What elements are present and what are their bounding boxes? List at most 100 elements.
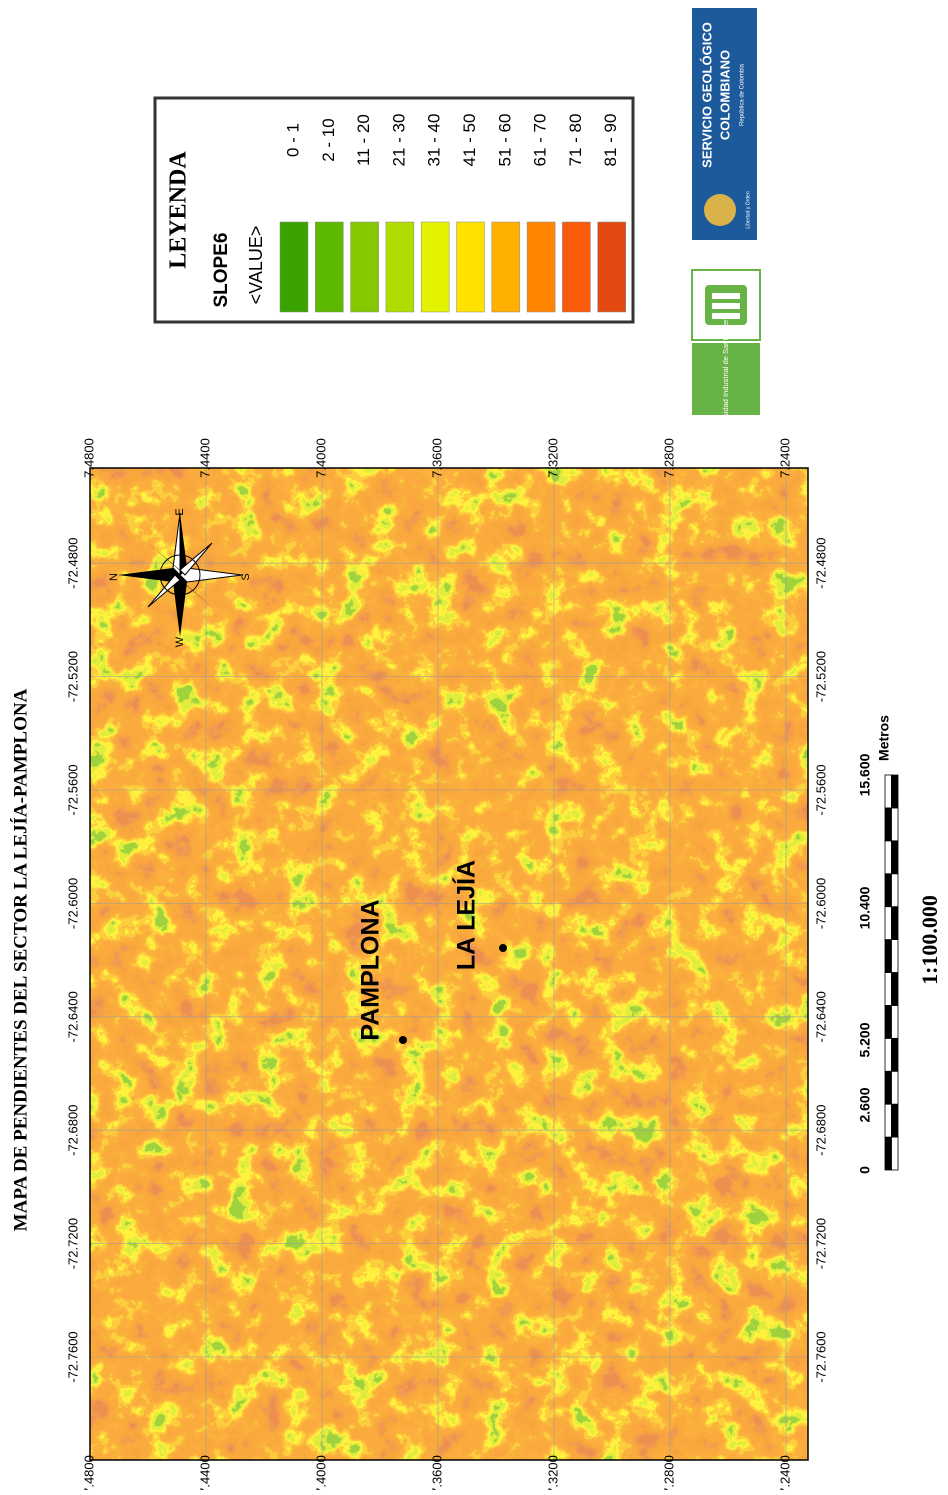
scale-label: 15.600 bbox=[857, 753, 873, 796]
compass-label: W bbox=[174, 636, 186, 647]
scale-segment bbox=[884, 1005, 892, 1039]
scale-segment bbox=[891, 1037, 899, 1072]
scale-label: 5.200 bbox=[857, 1022, 873, 1057]
scale-segment bbox=[884, 873, 892, 908]
longitude-label: -72.7600 bbox=[813, 1331, 828, 1382]
scale-segment bbox=[891, 774, 899, 809]
latitude-label: 7.3600 bbox=[429, 1455, 444, 1490]
compass-label: N bbox=[108, 573, 120, 581]
place-label: LA LEJÍA bbox=[452, 860, 481, 970]
scale-segment bbox=[884, 906, 892, 940]
legend-swatch bbox=[420, 221, 450, 313]
legend-label: 21 - 30 bbox=[389, 114, 408, 167]
longitude-label: -72.5200 bbox=[65, 651, 80, 702]
place-label: PAMPLONA bbox=[357, 899, 385, 1040]
scale-segment bbox=[891, 1070, 899, 1105]
slope-raster bbox=[90, 468, 808, 1460]
scale-segment bbox=[891, 972, 899, 1006]
place-dot bbox=[399, 1036, 407, 1044]
legend-swatch bbox=[350, 221, 379, 313]
longitude-label: -72.6800 bbox=[813, 1105, 828, 1156]
logo-text: República de Colombia bbox=[740, 63, 746, 126]
legend-swatch bbox=[526, 221, 556, 313]
legend-label: 2 - 10 bbox=[319, 118, 338, 161]
latitude-label: 7.4400 bbox=[197, 438, 212, 478]
legend-swatch bbox=[279, 221, 309, 313]
longitude-label: -72.6400 bbox=[65, 991, 80, 1042]
legend-swatch bbox=[491, 221, 521, 313]
latitude-label: 7.2800 bbox=[661, 1455, 676, 1490]
longitude-label: -72.6000 bbox=[65, 878, 80, 929]
logo-text: COLOMBIANO bbox=[717, 50, 732, 140]
latitude-label: 7.4800 bbox=[81, 1455, 96, 1490]
legend-layer: SLOPE6 bbox=[211, 233, 232, 308]
scale-segment bbox=[891, 807, 899, 842]
map: PAMPLONA LA LEJÍA N S E W -72.7600 -72.76… bbox=[65, 438, 828, 1495]
scale-segment bbox=[884, 1070, 892, 1105]
longitude-label: -72.5200 bbox=[813, 651, 828, 702]
longitude-label: -72.7200 bbox=[65, 1218, 80, 1269]
longitude-label: -72.5600 bbox=[65, 764, 80, 815]
latitude-label: 7.3200 bbox=[545, 438, 560, 478]
legend-label: 51 - 60 bbox=[495, 114, 514, 167]
legend-title: LEYENDA bbox=[166, 151, 192, 269]
legend-swatch bbox=[315, 221, 344, 313]
latitude-label: 7.4400 bbox=[197, 1455, 212, 1490]
compass-label: S bbox=[240, 573, 252, 580]
longitude-label: -72.5600 bbox=[813, 764, 828, 815]
scale-segment bbox=[891, 873, 899, 908]
compass-label: E bbox=[174, 508, 186, 515]
latitude-label: 7.2400 bbox=[777, 438, 792, 478]
map-frame bbox=[89, 467, 809, 1461]
scale-label: 0 bbox=[857, 1166, 873, 1174]
latitude-label: 7.3200 bbox=[545, 1455, 560, 1490]
scale-segment bbox=[884, 774, 892, 809]
scale-bar: Metros 1:100.000 0 2.600 5.200 10.400 15.600 bbox=[857, 715, 942, 1174]
legend-label: 81 - 90 bbox=[601, 114, 620, 167]
scale-segment bbox=[884, 840, 892, 875]
longitude-label: -72.4800 bbox=[65, 538, 80, 589]
scale-segment bbox=[891, 1136, 899, 1171]
longitude-label: -72.6400 bbox=[813, 991, 828, 1042]
scale-segment bbox=[891, 840, 899, 875]
scale-segment bbox=[891, 1005, 899, 1039]
latitude-label: 7.3600 bbox=[429, 438, 444, 478]
legend-label: 11 - 20 bbox=[354, 114, 373, 166]
logo-text: Universidad Industrial de Santander bbox=[721, 319, 730, 439]
longitude-label: -72.7600 bbox=[65, 1331, 80, 1382]
longitude-label: -72.7200 bbox=[813, 1218, 828, 1269]
scale-segment bbox=[891, 939, 899, 973]
legend-label: 41 - 50 bbox=[460, 114, 479, 167]
legend-swatch bbox=[385, 221, 415, 313]
logo-uis: Universidad Industrial de Santander bbox=[691, 269, 761, 439]
latitude-label: 7.4000 bbox=[313, 438, 328, 478]
scale-ratio: 1:100.000 bbox=[917, 895, 942, 985]
legend-swatch bbox=[562, 221, 591, 313]
latitude-label: 7.2400 bbox=[777, 1455, 792, 1490]
scale-segment bbox=[884, 939, 892, 973]
compass-rose bbox=[118, 512, 243, 637]
legend-field: <VALUE> bbox=[246, 226, 266, 305]
scale-label: 2.600 bbox=[857, 1087, 873, 1122]
longitude-label: -72.6800 bbox=[65, 1105, 80, 1156]
scale-segment bbox=[884, 1136, 892, 1171]
longitude-label: -72.4800 bbox=[813, 538, 828, 589]
scale-segment bbox=[891, 906, 899, 940]
legend-swatch bbox=[597, 221, 626, 313]
latitude-label: 7.4800 bbox=[81, 438, 96, 478]
latitude-label: 7.2800 bbox=[661, 438, 676, 478]
latitude-label: 7.4000 bbox=[313, 1455, 328, 1490]
scale-segment bbox=[884, 1103, 892, 1138]
logo-sgc: Libertad y Orden SERVICIO GEOLÓGICO COLO… bbox=[692, 8, 757, 240]
logo-text: Libertad y Orden bbox=[745, 191, 751, 228]
scale-segment bbox=[884, 1037, 892, 1072]
scale-unit: Metros bbox=[876, 715, 892, 761]
map-title: MAPA DE PENDIENTES DEL SECTOR LA LEJÍA-P… bbox=[9, 688, 31, 1231]
logo-text: SERVICIO GEOLÓGICO bbox=[699, 22, 714, 168]
scale-segment bbox=[884, 807, 892, 842]
legend-label: 0 - 1 bbox=[283, 123, 302, 157]
place-dot bbox=[499, 944, 507, 952]
legend-label: 61 - 70 bbox=[531, 114, 550, 167]
legend-label: 71 - 80 bbox=[566, 114, 585, 167]
